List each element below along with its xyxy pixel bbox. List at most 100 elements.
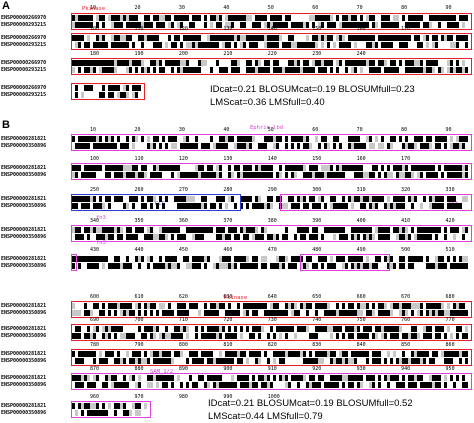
residue	[195, 256, 198, 262]
residue	[246, 203, 249, 209]
residue	[111, 136, 114, 142]
residue	[129, 35, 132, 41]
residue	[171, 234, 174, 240]
residue	[207, 143, 210, 149]
residue	[456, 333, 459, 339]
residue	[147, 67, 150, 73]
residue	[411, 172, 414, 178]
residue	[417, 351, 420, 357]
residue	[87, 22, 90, 28]
residue	[123, 333, 126, 339]
residue	[345, 42, 348, 48]
residue	[144, 234, 147, 240]
residue	[429, 326, 432, 332]
residue	[87, 351, 90, 357]
ruler-tick-label: 50	[267, 5, 274, 11]
residue	[324, 303, 327, 309]
residue	[372, 60, 375, 66]
residue	[147, 234, 150, 240]
residue	[315, 136, 318, 142]
residue	[384, 333, 387, 339]
residue	[105, 172, 108, 178]
residue	[426, 42, 429, 48]
residue	[435, 333, 438, 339]
residue	[72, 60, 75, 66]
residue	[243, 172, 246, 178]
residue	[429, 375, 432, 381]
residue	[108, 67, 111, 73]
residue	[279, 256, 282, 262]
residue	[84, 60, 87, 66]
residue	[282, 310, 285, 316]
residue	[177, 351, 180, 357]
residue	[210, 15, 213, 21]
ruler-tick-label: 140	[267, 156, 277, 162]
residue	[93, 410, 96, 416]
residue	[411, 310, 414, 316]
residue	[258, 358, 261, 364]
residue	[330, 256, 333, 262]
residue	[159, 227, 162, 233]
residue	[393, 375, 396, 381]
residue	[360, 303, 363, 309]
residue	[183, 143, 186, 149]
residue	[375, 227, 378, 233]
residue	[99, 42, 102, 48]
residue	[360, 375, 363, 381]
residue	[198, 203, 201, 209]
residue	[216, 196, 219, 202]
residue	[345, 234, 348, 240]
residue	[435, 203, 438, 209]
residue	[267, 358, 270, 364]
residue	[141, 165, 144, 171]
residue	[291, 326, 294, 332]
residue	[309, 358, 312, 364]
residue	[306, 67, 309, 73]
residue	[156, 42, 159, 48]
ruler-tick-label: 810	[223, 342, 233, 348]
residue	[447, 196, 450, 202]
ruler-tick-label: 1000	[267, 394, 280, 400]
residue	[72, 165, 75, 171]
residue	[252, 256, 255, 262]
residue	[267, 67, 270, 73]
residue	[117, 15, 120, 21]
ruler-tick-label: 220	[267, 51, 277, 57]
residue	[387, 172, 390, 178]
residue	[99, 227, 102, 233]
residue	[438, 227, 441, 233]
residue	[177, 333, 180, 339]
residue	[78, 358, 81, 364]
residue	[345, 22, 348, 28]
residue	[222, 196, 225, 202]
residue	[99, 358, 102, 364]
residue	[345, 358, 348, 364]
residue	[282, 67, 285, 73]
residue	[399, 358, 402, 364]
residue	[225, 136, 228, 142]
residue	[132, 15, 135, 21]
residue	[423, 196, 426, 202]
residue	[261, 326, 264, 332]
residue	[315, 326, 318, 332]
residue	[360, 263, 363, 269]
residue	[102, 227, 105, 233]
sequence-name: ENSP00000281821	[1, 256, 47, 262]
residue	[249, 35, 252, 41]
residue	[174, 256, 177, 262]
residue	[366, 42, 369, 48]
residue	[258, 326, 261, 332]
residue	[120, 60, 123, 66]
residue	[219, 143, 222, 149]
residue	[294, 256, 297, 262]
residue	[411, 256, 414, 262]
residue	[267, 42, 270, 48]
residue	[444, 310, 447, 316]
residue	[228, 326, 231, 332]
residue	[111, 22, 114, 28]
residue	[252, 382, 255, 388]
domain-label-gcc: GCC	[155, 201, 165, 207]
residue	[258, 351, 261, 357]
residue	[114, 382, 117, 388]
residue	[255, 22, 258, 28]
